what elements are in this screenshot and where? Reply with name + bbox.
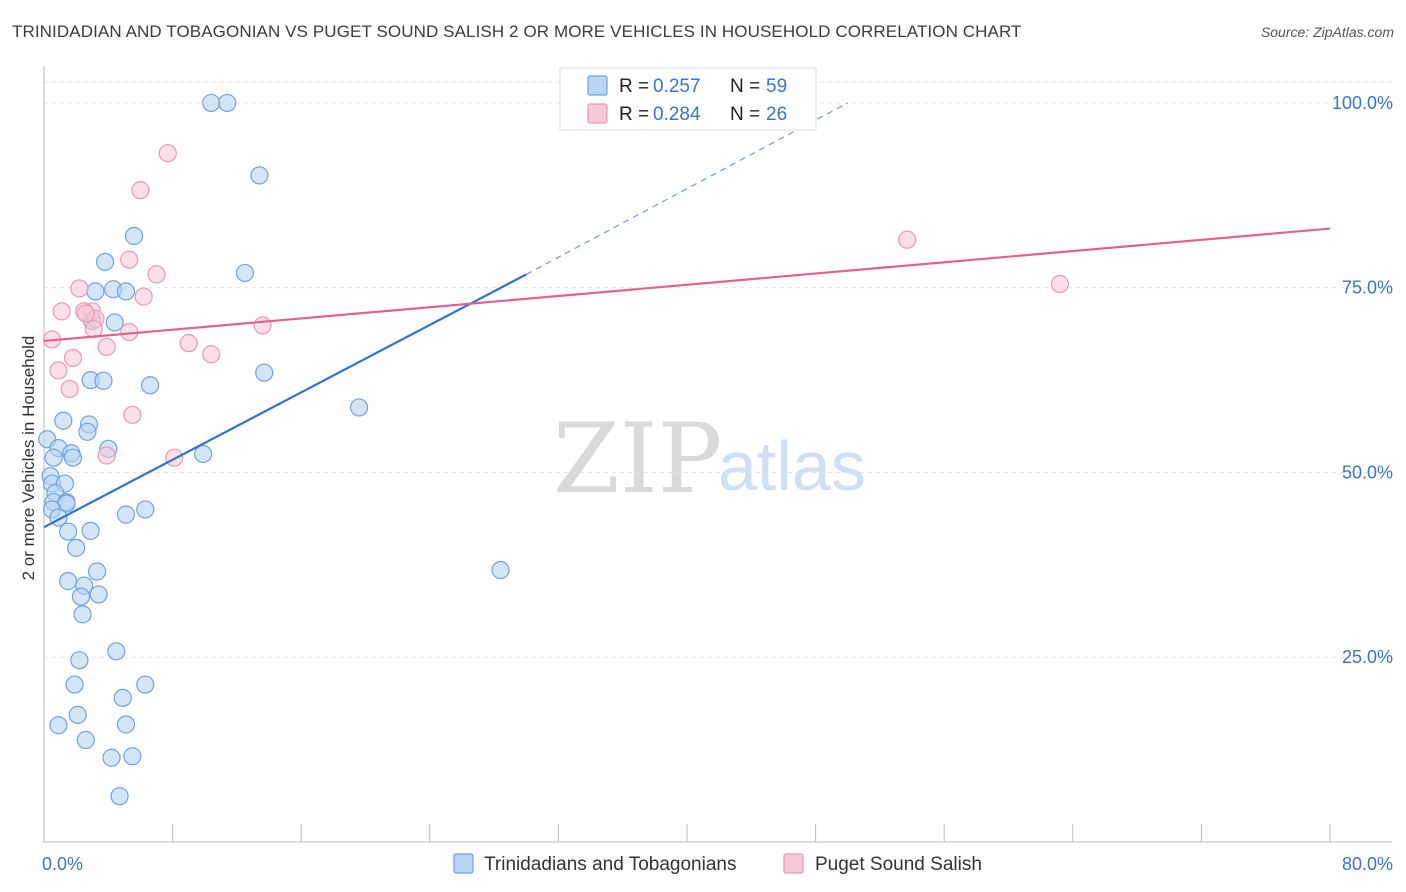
point-1-16 <box>179 334 198 353</box>
point-0-42 <box>59 572 78 591</box>
stats-r-label-blue: R = <box>619 76 649 97</box>
point-0-2 <box>250 166 269 185</box>
point-0-47 <box>107 642 126 661</box>
y-tick-label-50: 50.0% <box>1342 462 1393 482</box>
point-1-12 <box>253 316 272 335</box>
point-1-3 <box>120 250 139 269</box>
point-0-38 <box>81 521 100 540</box>
point-1-6 <box>1050 274 1070 294</box>
y-tick-label-100: 100.0% <box>1332 93 1393 113</box>
point-0-41 <box>87 562 107 581</box>
point-1-4 <box>147 265 166 284</box>
point-1-7 <box>134 287 153 306</box>
chart-title: TRINIDADIAN AND TOBAGONIAN VS PUGET SOUN… <box>12 22 1022 41</box>
y-axis-title: 2 or more Vehicles in Household <box>19 336 38 581</box>
axes <box>43 66 1392 843</box>
y-tick-labels: 25.0% 50.0% 75.0% 100.0% <box>1332 93 1393 667</box>
point-0-57 <box>123 747 142 766</box>
legend: Trinidadians and Tobagonians Puget Sound… <box>453 853 982 875</box>
x-tick-label-max: 80.0% <box>1342 854 1393 874</box>
stats-r-label-pink: R = <box>619 104 649 125</box>
point-1-21 <box>60 379 79 399</box>
point-0-53 <box>49 716 68 735</box>
point-0-46 <box>73 605 92 624</box>
series-layer <box>38 93 1331 806</box>
stats-n-label-blue: N = <box>730 76 760 97</box>
stats-swatch-blue <box>587 75 608 96</box>
point-0-50 <box>65 675 84 694</box>
point-0-13 <box>94 371 113 390</box>
point-0-6 <box>86 282 105 301</box>
point-1-8 <box>52 302 71 321</box>
point-1-24 <box>97 446 116 465</box>
gridlines <box>44 81 1392 658</box>
point-0-58 <box>110 787 129 806</box>
trend-line-dashed-0 <box>525 102 849 275</box>
point-0-51 <box>113 688 132 707</box>
legend-swatch-puget-sound-salish <box>783 853 804 874</box>
point-1-20 <box>49 361 68 380</box>
stats-box: R = 0.257 N = 59 R = 0.284 N = 26 <box>559 67 817 131</box>
point-0-40 <box>491 560 510 580</box>
stats-n-label-pink: N = <box>730 104 760 125</box>
point-1-17 <box>97 337 116 356</box>
stats-r-value-pink: 0.284 <box>653 104 701 125</box>
point-0-56 <box>102 748 121 767</box>
point-0-3 <box>124 226 144 246</box>
stats-r-value-blue: 0.257 <box>653 76 701 97</box>
point-0-45 <box>71 587 91 606</box>
point-0-10 <box>105 313 124 332</box>
point-0-5 <box>235 263 255 283</box>
series-1 <box>42 144 1070 467</box>
point-0-55 <box>76 730 95 750</box>
point-0-14 <box>140 376 160 395</box>
legend-label-trinidadians: Trinidadians and Tobagonians <box>484 854 736 875</box>
series-0 <box>38 93 510 806</box>
point-0-15 <box>349 398 369 417</box>
point-0-48 <box>70 651 89 670</box>
point-0-22 <box>44 448 63 467</box>
point-0-4 <box>95 252 115 271</box>
point-0-39 <box>67 538 86 557</box>
x-tick-label-min: 0.0% <box>42 854 83 874</box>
trend-line-1 <box>43 227 1331 343</box>
point-0-0 <box>202 93 221 113</box>
legend-swatch-trinidadians <box>453 853 474 874</box>
point-0-8 <box>116 282 136 301</box>
watermark-zip: ZIP <box>553 403 722 515</box>
point-0-1 <box>218 93 237 113</box>
point-0-25 <box>194 444 213 464</box>
point-0-44 <box>89 585 108 604</box>
point-0-34 <box>136 500 155 519</box>
stats-swatch-pink <box>587 103 608 124</box>
point-0-23 <box>63 448 83 467</box>
point-0-52 <box>68 705 87 724</box>
point-1-22 <box>123 405 142 424</box>
point-0-37 <box>59 522 78 541</box>
legend-label-puget-sound-salish: Puget Sound Salish <box>815 854 982 875</box>
point-1-19 <box>63 348 83 368</box>
point-0-49 <box>136 675 155 694</box>
point-0-11 <box>255 363 274 382</box>
point-0-18 <box>78 422 97 441</box>
source-label: Source: ZipAtlas.com <box>1260 24 1394 40</box>
point-0-35 <box>116 505 136 524</box>
point-0-54 <box>116 715 136 734</box>
trend-line-0 <box>43 273 527 529</box>
y-tick-label-75: 75.0% <box>1342 278 1393 298</box>
y-tick-label-25: 25.0% <box>1342 647 1393 667</box>
point-1-0 <box>158 144 177 163</box>
point-1-2 <box>898 230 917 249</box>
point-1-25 <box>76 304 95 323</box>
point-1-5 <box>70 279 89 298</box>
stats-n-value-pink: 26 <box>766 104 787 125</box>
stats-n-value-blue: 59 <box>766 76 787 97</box>
point-1-18 <box>202 345 221 364</box>
point-1-1 <box>131 181 150 200</box>
point-0-16 <box>54 411 73 430</box>
watermark-atlas: atlas <box>718 427 866 505</box>
